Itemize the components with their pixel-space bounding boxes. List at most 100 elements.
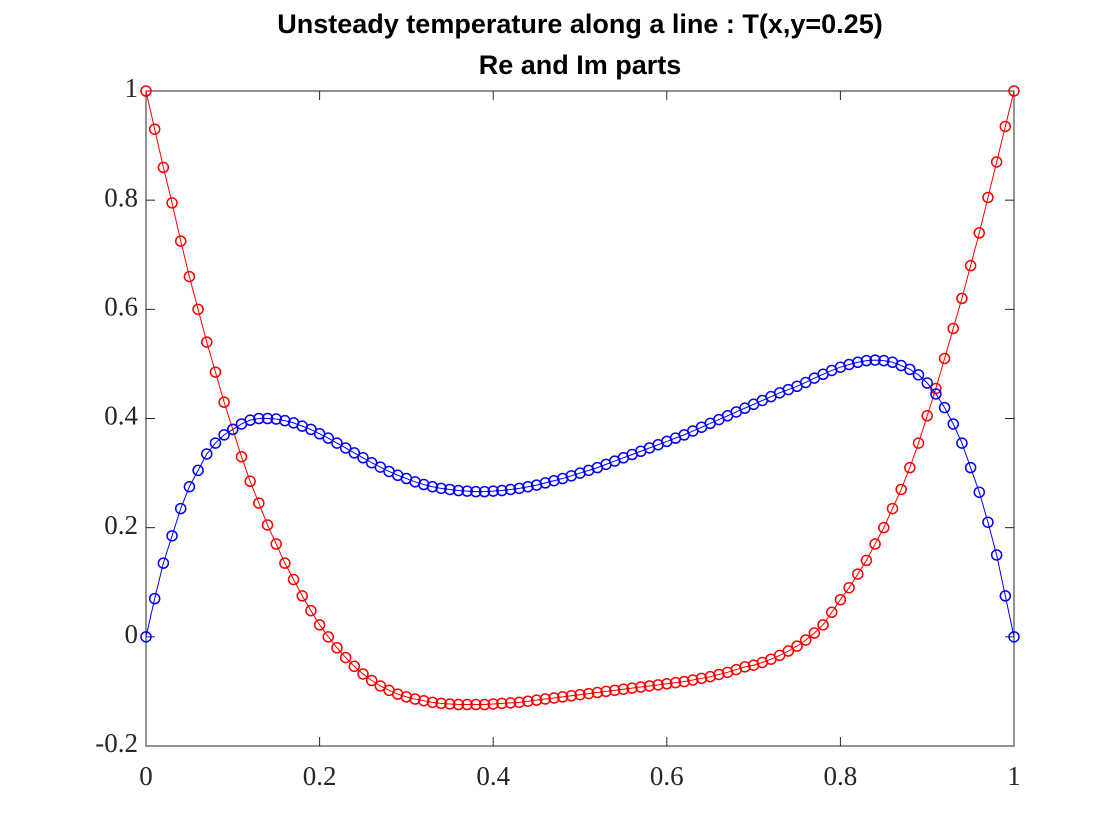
y-tick-label: 0.6 [104, 292, 138, 322]
marker [669, 676, 682, 689]
marker [973, 227, 986, 239]
marker [626, 682, 638, 694]
marker [661, 678, 673, 690]
marker [938, 401, 951, 414]
marker [921, 377, 933, 389]
marker [860, 354, 873, 367]
series-line [145, 90, 1015, 706]
marker [339, 651, 352, 664]
marker [166, 530, 178, 542]
marker [539, 693, 552, 705]
chart-subtitle: Re and Im parts [479, 50, 682, 80]
marker [574, 688, 586, 701]
marker [739, 661, 751, 673]
marker [530, 694, 543, 706]
marker [201, 336, 213, 348]
marker [513, 482, 525, 495]
marker [331, 642, 343, 654]
chart-title: Unsteady temperature along a line : T(x,… [277, 9, 882, 39]
marker [825, 606, 838, 619]
marker [357, 668, 369, 680]
marker [643, 680, 656, 692]
marker [548, 692, 560, 704]
series-line [145, 359, 1015, 637]
marker [365, 674, 378, 687]
marker [652, 679, 664, 691]
marker [565, 690, 578, 702]
marker [148, 123, 161, 135]
marker [487, 485, 499, 497]
marker [999, 120, 1012, 133]
marker [947, 322, 959, 335]
marker [591, 686, 604, 699]
marker [218, 396, 230, 408]
marker [270, 538, 282, 550]
marker [496, 697, 508, 710]
marker [782, 645, 795, 657]
marker [470, 485, 482, 498]
marker [244, 414, 256, 426]
marker [192, 303, 204, 316]
marker [956, 292, 968, 305]
marker [912, 369, 925, 381]
marker [791, 640, 803, 652]
marker [956, 437, 968, 449]
marker [852, 568, 864, 580]
marker [235, 450, 248, 463]
marker [452, 484, 465, 497]
marker [331, 437, 343, 449]
marker [487, 698, 499, 710]
marker [279, 557, 291, 569]
marker [452, 698, 465, 711]
marker [973, 486, 986, 498]
marker [990, 549, 1003, 561]
marker [695, 672, 708, 685]
marker [886, 502, 899, 515]
marker [860, 554, 873, 567]
marker [582, 687, 595, 700]
marker [478, 698, 491, 711]
marker [183, 480, 196, 493]
marker [608, 684, 621, 697]
marker [904, 363, 916, 376]
marker [348, 660, 361, 673]
marker [461, 485, 473, 497]
marker [192, 464, 204, 477]
marker [912, 437, 925, 449]
marker [964, 461, 977, 474]
marker [305, 604, 317, 617]
marker [253, 497, 265, 509]
marker [938, 352, 951, 365]
marker [157, 161, 170, 174]
marker [174, 502, 187, 515]
marker [140, 631, 152, 643]
marker [522, 695, 534, 707]
x-tick-label: 0.6 [650, 761, 684, 791]
marker [678, 675, 690, 688]
marker [313, 619, 326, 631]
marker [930, 388, 942, 400]
y-tick-label: 0.4 [104, 401, 138, 431]
marker [522, 480, 534, 493]
y-tick-label: 0.8 [104, 182, 138, 212]
marker [982, 191, 994, 204]
x-tick-label: 0.4 [476, 761, 510, 791]
marker [253, 412, 265, 425]
marker [964, 259, 977, 272]
marker [426, 480, 439, 493]
marker [470, 698, 482, 711]
marker [261, 412, 274, 425]
marker [409, 693, 421, 705]
marker [999, 590, 1012, 602]
marker [687, 674, 699, 686]
marker [461, 698, 473, 711]
marker [947, 418, 959, 430]
marker [478, 485, 491, 498]
marker [435, 482, 447, 495]
marker [418, 694, 430, 707]
marker [617, 683, 630, 695]
x-tick-label: 0 [139, 761, 153, 791]
marker [878, 354, 890, 367]
marker [1008, 85, 1020, 97]
